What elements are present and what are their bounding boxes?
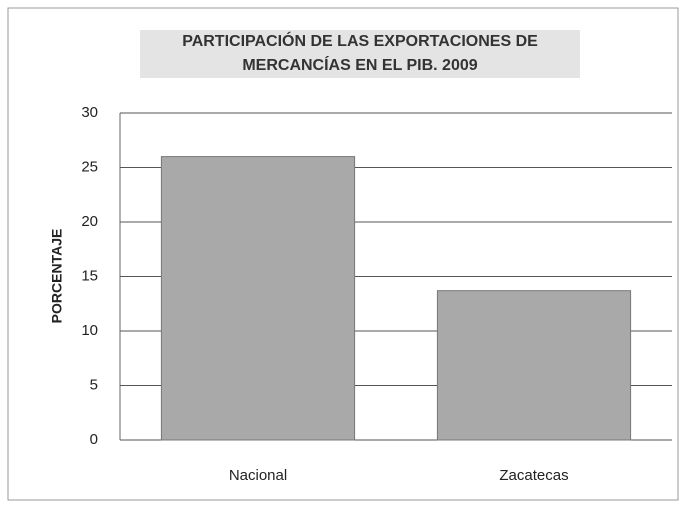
bar <box>436 290 632 441</box>
chart-frame <box>7 7 679 501</box>
y-tick-label: 20 <box>81 213 98 230</box>
y-tick-label: 0 <box>90 431 98 448</box>
y-tick-label: 15 <box>81 267 98 284</box>
y-tick-label: 10 <box>81 322 98 339</box>
y-axis-label: PORCENTAJE <box>49 229 65 324</box>
y-tick-label: 30 <box>81 104 98 121</box>
x-tick-label: Zacatecas <box>499 467 568 484</box>
bar <box>160 156 356 441</box>
chart-title: PARTICIPACIÓN DE LAS EXPORTACIONES DE ME… <box>140 30 580 78</box>
y-tick-label: 25 <box>81 158 98 175</box>
x-tick-label: Nacional <box>229 467 287 484</box>
y-tick-label: 5 <box>90 376 98 393</box>
